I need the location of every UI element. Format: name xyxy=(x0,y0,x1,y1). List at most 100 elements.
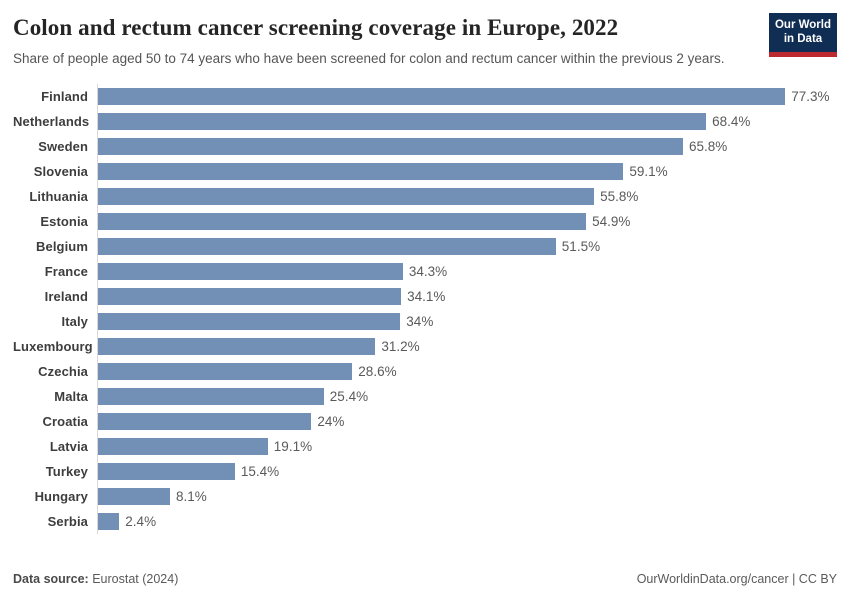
bar-row: Slovenia 59.1% xyxy=(13,159,837,185)
country-label: Italy xyxy=(61,314,88,330)
value-label: 2.4% xyxy=(125,514,157,530)
bar-row: Luxembourg 31.2% xyxy=(13,334,837,360)
bar-track: 59.1% xyxy=(97,159,837,185)
value-label: 51.5% xyxy=(561,239,601,255)
bar-track: 68.4% xyxy=(97,109,837,135)
bar-row: Turkey 15.4% xyxy=(13,459,837,485)
country-label: Serbia xyxy=(47,514,88,530)
value-label: 28.6% xyxy=(358,364,397,380)
country-label: Slovenia xyxy=(33,164,88,180)
value-label: 65.8% xyxy=(689,139,728,155)
bar-track: 25.4% xyxy=(97,384,837,410)
bar-row: Hungary 8.1% xyxy=(13,484,837,510)
bar-chart: Finland 77.3% Netherlands 68.4% Sweden 65.8% S… xyxy=(13,84,837,535)
chart-header: Colon and rectum cancer screening covera… xyxy=(13,12,837,68)
bar[interactable] xyxy=(98,213,587,231)
bar[interactable] xyxy=(98,413,312,431)
bar[interactable] xyxy=(98,88,786,106)
value-label: 24% xyxy=(317,414,345,430)
bar-row: Ireland 34.1% xyxy=(13,284,837,310)
bar[interactable] xyxy=(98,363,353,381)
chart-subtitle: Share of people aged 50 to 74 years who … xyxy=(13,50,725,66)
country-label: Ireland xyxy=(44,289,88,305)
bar-track: 28.6% xyxy=(97,359,837,385)
owid-logo-line2: in Data xyxy=(783,33,823,46)
bar-track: 34.1% xyxy=(97,284,837,310)
chart-footer: Data source: Eurostat (2024) OurWorldinD… xyxy=(13,572,837,588)
value-label: 31.2% xyxy=(381,339,420,355)
country-label: Luxembourg xyxy=(13,339,93,355)
bar[interactable] xyxy=(98,488,170,506)
bar-row: Latvia 19.1% xyxy=(13,434,837,460)
bar-track: 51.5% xyxy=(97,234,837,260)
country-label: Lithuania xyxy=(29,189,88,205)
country-label: Malta xyxy=(54,389,88,405)
value-label: 8.1% xyxy=(176,489,207,505)
value-label: 34% xyxy=(406,314,434,330)
bar[interactable] xyxy=(98,288,402,306)
bar-track: 2.4% xyxy=(97,509,837,535)
country-label: Turkey xyxy=(45,464,88,480)
country-label: Sweden xyxy=(38,139,88,155)
bar-track: 24% xyxy=(97,409,837,435)
bar[interactable] xyxy=(98,438,268,456)
bar[interactable] xyxy=(98,338,376,356)
value-label: 34.1% xyxy=(407,289,446,305)
bar[interactable] xyxy=(98,113,707,131)
value-label: 19.1% xyxy=(273,439,313,455)
country-label: France xyxy=(44,264,88,280)
bar-row: Finland 77.3% xyxy=(13,84,837,110)
bar-track: 65.8% xyxy=(97,134,837,160)
value-label: 34.3% xyxy=(408,264,448,280)
data-source-label: Data source: xyxy=(13,572,89,586)
country-label: Hungary xyxy=(34,489,88,505)
bar[interactable] xyxy=(98,188,595,206)
bar-rows: Finland 77.3% Netherlands 68.4% Sweden 65.8% S… xyxy=(13,84,837,535)
bar-track: 34% xyxy=(97,309,837,335)
country-label: Latvia xyxy=(49,439,88,455)
bar-row: France 34.3% xyxy=(13,259,837,285)
country-label: Netherlands xyxy=(13,114,90,130)
bar-row: Malta 25.4% xyxy=(13,384,837,410)
value-label: 59.1% xyxy=(629,164,668,180)
chart-title: Colon and rectum cancer screening covera… xyxy=(13,15,619,40)
bar-track: 15.4% xyxy=(97,459,837,485)
bar-track: 31.2% xyxy=(97,334,837,360)
bar-track: 19.1% xyxy=(97,434,837,460)
bar[interactable] xyxy=(98,163,624,181)
bar[interactable] xyxy=(98,138,683,156)
country-label: Finland xyxy=(41,89,88,105)
value-label: 25.4% xyxy=(329,389,369,405)
bar-row: Netherlands 68.4% xyxy=(13,109,837,135)
bar-row: Sweden 65.8% xyxy=(13,134,837,160)
bar[interactable] xyxy=(98,313,401,331)
value-label: 77.3% xyxy=(791,89,830,105)
bar[interactable] xyxy=(98,238,556,256)
bar-row: Belgium 51.5% xyxy=(13,234,837,260)
value-label: 54.9% xyxy=(592,214,631,230)
bar-row: Italy 34% xyxy=(13,309,837,335)
bar-track: 34.3% xyxy=(97,259,837,285)
bar-track: 54.9% xyxy=(97,209,837,235)
bar-row: Lithuania 55.8% xyxy=(13,184,837,210)
value-label: 68.4% xyxy=(712,114,751,130)
country-label: Estonia xyxy=(40,214,88,230)
attribution: OurWorldinData.org/cancer | CC BY xyxy=(636,572,837,586)
bar-row: Estonia 54.9% xyxy=(13,209,837,235)
country-label: Czechia xyxy=(38,364,88,380)
bar[interactable] xyxy=(98,388,324,406)
value-label: 15.4% xyxy=(240,464,280,480)
country-label: Croatia xyxy=(42,414,88,430)
data-source-value: Eurostat (2024) xyxy=(92,572,179,586)
bar-row: Serbia 2.4% xyxy=(13,509,837,535)
bar-row: Czechia 28.6% xyxy=(13,359,837,385)
bar[interactable] xyxy=(98,463,235,481)
bar-track: 8.1% xyxy=(97,484,837,510)
value-label: 55.8% xyxy=(600,189,639,205)
country-label: Belgium xyxy=(36,239,88,255)
bar-track: 77.3% xyxy=(97,84,837,110)
bar[interactable] xyxy=(98,513,120,531)
bar[interactable] xyxy=(98,263,403,281)
bar-row: Croatia 24% xyxy=(13,409,837,435)
